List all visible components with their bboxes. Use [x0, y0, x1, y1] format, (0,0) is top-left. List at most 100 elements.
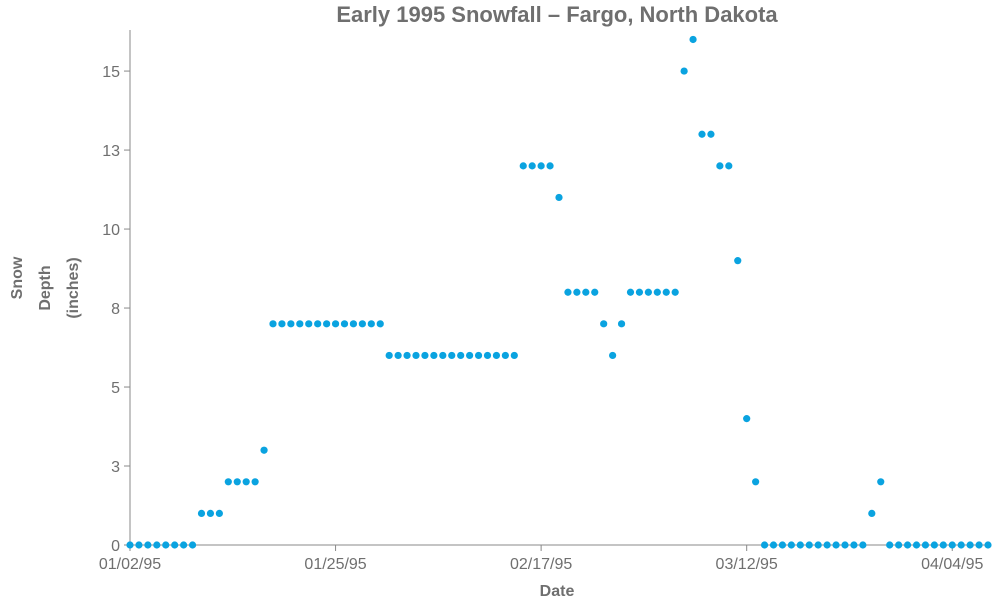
data-point — [787, 541, 795, 549]
data-point — [841, 541, 849, 549]
data-point — [653, 288, 661, 296]
y-axis-ticks: 0 3 5 8 10 13 15 — [102, 64, 130, 555]
data-point — [144, 541, 152, 549]
data-point — [349, 320, 358, 328]
data-point — [823, 541, 831, 549]
data-point — [251, 478, 259, 486]
data-point — [403, 351, 411, 360]
data-point — [752, 478, 760, 486]
data-point — [743, 415, 751, 423]
data-point — [331, 320, 340, 328]
data-point — [260, 446, 268, 454]
data-point — [912, 541, 921, 549]
x-tick-label: 01/02/95 — [99, 556, 161, 573]
x-tick-label: 04/04/95 — [921, 556, 983, 573]
data-point — [135, 541, 143, 549]
data-point — [707, 130, 715, 138]
data-point — [305, 320, 313, 328]
data-point — [644, 288, 652, 296]
data-point — [296, 320, 304, 328]
data-point — [492, 351, 501, 360]
data-point — [886, 541, 894, 549]
data-point — [966, 541, 974, 549]
data-point — [716, 162, 724, 170]
data-point — [367, 320, 375, 328]
data-point — [814, 541, 822, 549]
data-point — [287, 320, 295, 328]
data-points — [126, 35, 992, 549]
data-point — [466, 351, 474, 360]
data-point — [439, 351, 447, 360]
data-point — [662, 288, 670, 296]
data-point — [626, 288, 635, 296]
data-point — [519, 162, 527, 170]
data-point — [421, 351, 429, 360]
data-point — [680, 67, 688, 75]
data-point — [528, 162, 536, 170]
data-point — [555, 193, 563, 202]
data-point — [430, 351, 438, 360]
data-point — [868, 509, 876, 518]
data-point — [930, 541, 938, 549]
data-point — [180, 541, 188, 549]
data-point — [975, 541, 983, 549]
data-point — [376, 320, 384, 328]
data-point — [734, 257, 742, 265]
data-point — [153, 541, 161, 549]
data-point — [984, 541, 992, 549]
data-point — [635, 288, 644, 296]
data-point — [689, 35, 697, 44]
data-point — [215, 509, 223, 518]
data-point — [188, 541, 197, 549]
data-point — [778, 541, 787, 549]
data-point — [805, 541, 813, 549]
data-point — [206, 509, 215, 518]
data-point — [448, 351, 456, 360]
data-point — [314, 320, 322, 328]
y-axis-title-line-3: (inches) — [65, 257, 82, 318]
data-point — [483, 351, 492, 360]
data-point — [269, 320, 277, 328]
data-point — [412, 351, 420, 360]
x-tick-label: 03/12/95 — [716, 556, 778, 573]
data-point — [564, 288, 572, 296]
x-tick-label: 02/17/95 — [510, 556, 572, 573]
data-point — [769, 541, 778, 549]
data-point — [510, 351, 518, 360]
data-point — [457, 351, 465, 360]
y-tick-label: 0 — [111, 538, 120, 555]
data-point — [877, 478, 885, 486]
y-tick-label: 15 — [102, 64, 120, 81]
data-point — [939, 541, 947, 549]
y-axis-title-line-2: Depth — [37, 265, 54, 310]
y-tick-label: 10 — [102, 222, 120, 239]
data-point — [832, 541, 840, 549]
data-point — [698, 130, 706, 138]
data-point — [600, 320, 608, 328]
data-point — [609, 351, 617, 360]
data-point — [278, 320, 286, 328]
x-axis-ticks: 01/02/95 01/25/95 02/17/95 03/12/95 04/04/95 — [99, 545, 983, 573]
y-tick-label: 5 — [111, 380, 120, 397]
data-point — [957, 541, 965, 549]
data-point — [903, 541, 912, 549]
data-point — [474, 351, 483, 360]
data-point — [197, 509, 206, 518]
y-tick-label: 3 — [111, 459, 120, 476]
x-tick-label: 01/25/95 — [304, 556, 366, 573]
y-axis-title-line-1: Snow — [9, 256, 26, 299]
data-point — [340, 320, 349, 328]
data-point — [501, 351, 509, 360]
data-point — [948, 541, 956, 549]
data-point — [126, 541, 134, 549]
data-point — [546, 162, 554, 170]
data-point — [671, 288, 679, 296]
data-point — [573, 288, 581, 296]
data-point — [233, 478, 241, 486]
data-point — [796, 541, 804, 549]
chart-title: Early 1995 Snowfall – Fargo, North Dakot… — [336, 2, 778, 27]
x-axis-title: Date — [540, 583, 575, 600]
y-axis-title: Snow Depth (inches) — [9, 256, 82, 319]
data-point — [921, 541, 930, 549]
data-point — [895, 541, 903, 549]
